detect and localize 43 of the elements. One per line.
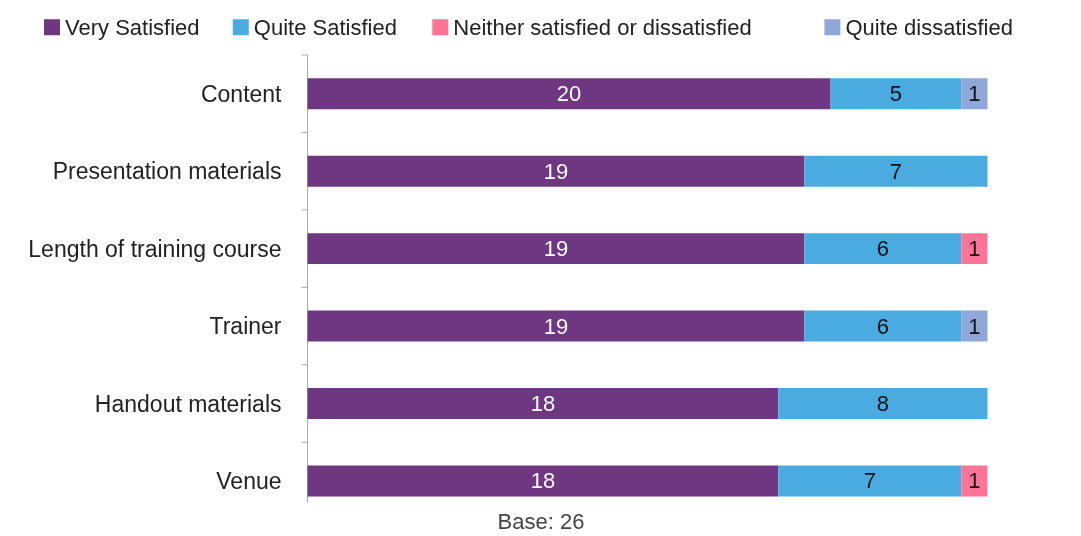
legend-label: Quite dissatisfied — [845, 14, 1013, 40]
bar — [804, 310, 962, 342]
bar — [778, 388, 988, 420]
y-tick-label: Content — [200, 80, 283, 107]
bar — [307, 310, 805, 342]
bar — [307, 233, 805, 265]
data-label: 18 — [530, 468, 556, 494]
data-label: 1 — [968, 468, 981, 494]
data-label: 7 — [863, 468, 876, 494]
bar — [961, 233, 988, 265]
data-label: 6 — [876, 313, 890, 339]
data-label: 1 — [968, 236, 981, 262]
bar — [830, 78, 962, 110]
y-tick-label: Venue — [216, 467, 282, 494]
bar — [307, 465, 779, 497]
y-tick-label: Presentation materials — [52, 158, 282, 185]
bar — [307, 388, 779, 420]
bar — [961, 78, 988, 110]
data-label: 6 — [876, 236, 890, 262]
legend-label: Quite Satisfied — [253, 14, 397, 40]
bar — [307, 155, 805, 187]
data-label: 1 — [968, 313, 981, 339]
data-label: 19 — [543, 158, 569, 184]
legend-label: Neither satisfied or dissatisfied — [453, 14, 752, 40]
bar — [961, 465, 988, 497]
data-label: 8 — [876, 391, 890, 417]
data-label: 18 — [530, 391, 556, 417]
bar — [804, 155, 988, 187]
y-tick-label: Trainer — [209, 313, 282, 340]
legend-label: Very Satisfied — [65, 14, 200, 40]
data-label: 19 — [543, 313, 569, 339]
data-label: 5 — [889, 81, 903, 107]
y-tick-label: Length of training course — [28, 235, 282, 262]
data-label: 19 — [543, 236, 569, 262]
data-label: 1 — [968, 81, 981, 107]
bar — [961, 310, 988, 342]
bar — [778, 465, 962, 497]
x-axis-title: Base: 26 — [497, 508, 585, 534]
bar — [307, 78, 831, 110]
data-label: 20 — [556, 81, 582, 107]
y-tick-label: Handout materials — [94, 390, 282, 417]
bar — [804, 233, 962, 265]
data-label: 7 — [889, 158, 903, 184]
